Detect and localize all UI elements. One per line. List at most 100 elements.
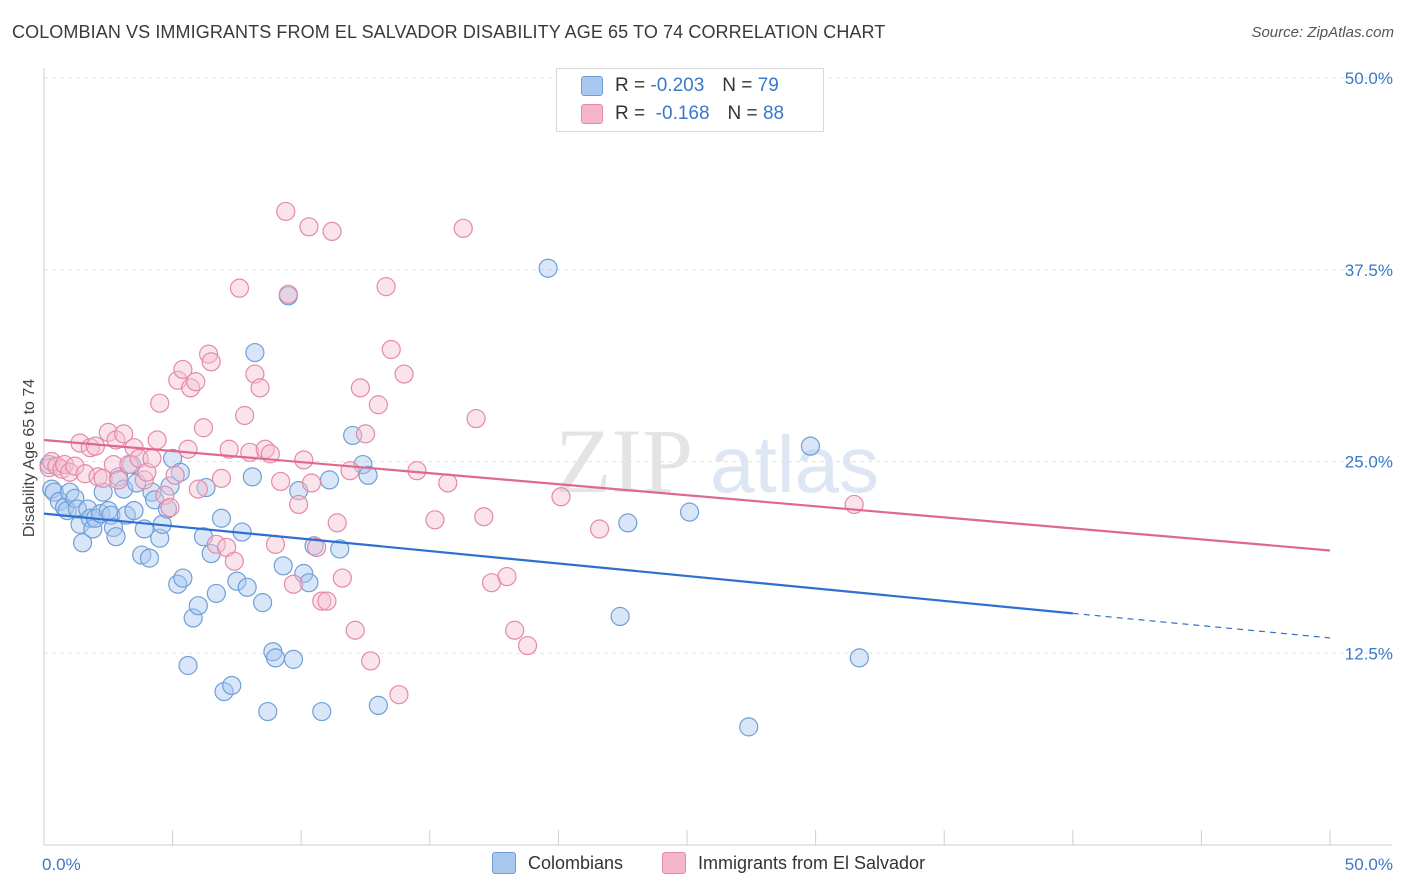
data-point bbox=[340, 461, 360, 481]
data-point bbox=[224, 551, 244, 571]
data-point bbox=[849, 648, 869, 668]
y-tick-label: 25.0% bbox=[1345, 453, 1393, 472]
watermark: ZIP atlas bbox=[555, 410, 879, 512]
r-label: R = bbox=[615, 75, 646, 96]
data-point bbox=[188, 479, 208, 499]
n-label: N = bbox=[727, 103, 758, 124]
n-value: 79 bbox=[757, 75, 779, 96]
data-point bbox=[103, 454, 124, 475]
data-point bbox=[155, 485, 175, 505]
data-point bbox=[345, 620, 365, 640]
data-point bbox=[312, 591, 332, 611]
data-point bbox=[322, 221, 342, 241]
series-legend: Colombians Immigrants from El Salvador bbox=[0, 852, 1406, 878]
legend-label: Immigrants from El Salvador bbox=[698, 852, 926, 873]
data-point bbox=[173, 568, 193, 588]
data-point bbox=[589, 519, 610, 539]
data-point bbox=[219, 439, 239, 459]
data-point bbox=[93, 468, 113, 488]
legend-swatch bbox=[581, 104, 603, 124]
data-point bbox=[160, 497, 180, 518]
data-point bbox=[276, 201, 296, 222]
data-point bbox=[394, 364, 414, 384]
data-point bbox=[258, 701, 278, 722]
data-point bbox=[196, 477, 216, 498]
data-point bbox=[173, 359, 193, 380]
data-point bbox=[438, 473, 458, 493]
data-point bbox=[453, 218, 473, 238]
gridlines bbox=[44, 77, 1392, 654]
data-point bbox=[227, 571, 247, 591]
data-point bbox=[307, 537, 327, 558]
data-point bbox=[60, 462, 80, 482]
data-point bbox=[358, 465, 378, 485]
data-point bbox=[206, 583, 226, 604]
data-point bbox=[93, 482, 113, 502]
data-point bbox=[253, 593, 273, 613]
data-point bbox=[114, 424, 134, 444]
data-point bbox=[466, 408, 486, 429]
chart-title: COLOMBIAN VS IMMIGRANTS FROM EL SALVADOR… bbox=[12, 22, 886, 42]
trend-line-el-salvador bbox=[43, 438, 1331, 552]
data-point bbox=[72, 533, 93, 553]
data-point bbox=[160, 476, 180, 496]
data-point bbox=[265, 648, 286, 668]
data-point bbox=[355, 424, 376, 444]
data-point bbox=[44, 482, 64, 502]
data-point bbox=[368, 395, 388, 415]
data-point bbox=[294, 450, 314, 470]
data-point bbox=[193, 418, 214, 438]
legend-swatch bbox=[662, 852, 686, 874]
r-label: R = bbox=[615, 103, 646, 124]
data-point bbox=[108, 470, 129, 490]
data-point bbox=[299, 217, 319, 237]
trend-line-colombians bbox=[43, 512, 1073, 615]
data-point bbox=[301, 473, 322, 493]
data-point bbox=[250, 378, 270, 398]
data-point bbox=[278, 284, 298, 304]
data-point bbox=[551, 487, 571, 507]
stats-legend: R = -0.203 N = 79 R = -0.168 N = 88 bbox=[556, 68, 824, 132]
data-point bbox=[170, 462, 190, 482]
data-point bbox=[474, 507, 494, 527]
data-point bbox=[199, 344, 219, 364]
data-point bbox=[235, 405, 255, 426]
x-tick-labels: 0.0% 50.0% bbox=[42, 855, 1393, 874]
trend-lines bbox=[43, 438, 1331, 639]
data-point bbox=[139, 548, 160, 568]
data-point bbox=[381, 339, 401, 360]
data-point bbox=[350, 378, 370, 398]
data-point bbox=[317, 591, 337, 611]
data-point bbox=[134, 470, 154, 490]
data-point bbox=[283, 649, 304, 669]
data-point bbox=[538, 258, 558, 278]
n-value: 88 bbox=[762, 103, 785, 124]
data-point bbox=[361, 651, 381, 671]
data-point bbox=[106, 430, 126, 450]
data-point bbox=[124, 500, 144, 521]
legend-item-el-salvador: Immigrants from El Salvador bbox=[662, 852, 925, 874]
legend-swatch bbox=[492, 852, 516, 874]
data-point bbox=[165, 465, 185, 485]
data-point bbox=[505, 620, 525, 640]
data-point bbox=[132, 545, 152, 565]
r-value: -0.203 bbox=[650, 75, 705, 96]
n-label: N = bbox=[722, 75, 753, 96]
data-point bbox=[214, 681, 234, 702]
data-point bbox=[106, 527, 126, 547]
data-point bbox=[610, 606, 630, 627]
data-point bbox=[188, 596, 208, 616]
data-point bbox=[168, 574, 188, 594]
data-point bbox=[65, 456, 85, 476]
stats-row-el-salvador: R = -0.168 N = 88 bbox=[581, 101, 784, 127]
trend-line-colombians-extension bbox=[1072, 612, 1331, 639]
x-tick-label: 0.0% bbox=[42, 855, 81, 874]
data-point bbox=[265, 534, 286, 554]
data-point bbox=[389, 685, 409, 705]
data-point bbox=[679, 502, 700, 522]
data-point bbox=[800, 436, 821, 456]
data-point bbox=[98, 422, 118, 442]
data-point bbox=[201, 352, 221, 372]
data-point bbox=[85, 436, 106, 456]
